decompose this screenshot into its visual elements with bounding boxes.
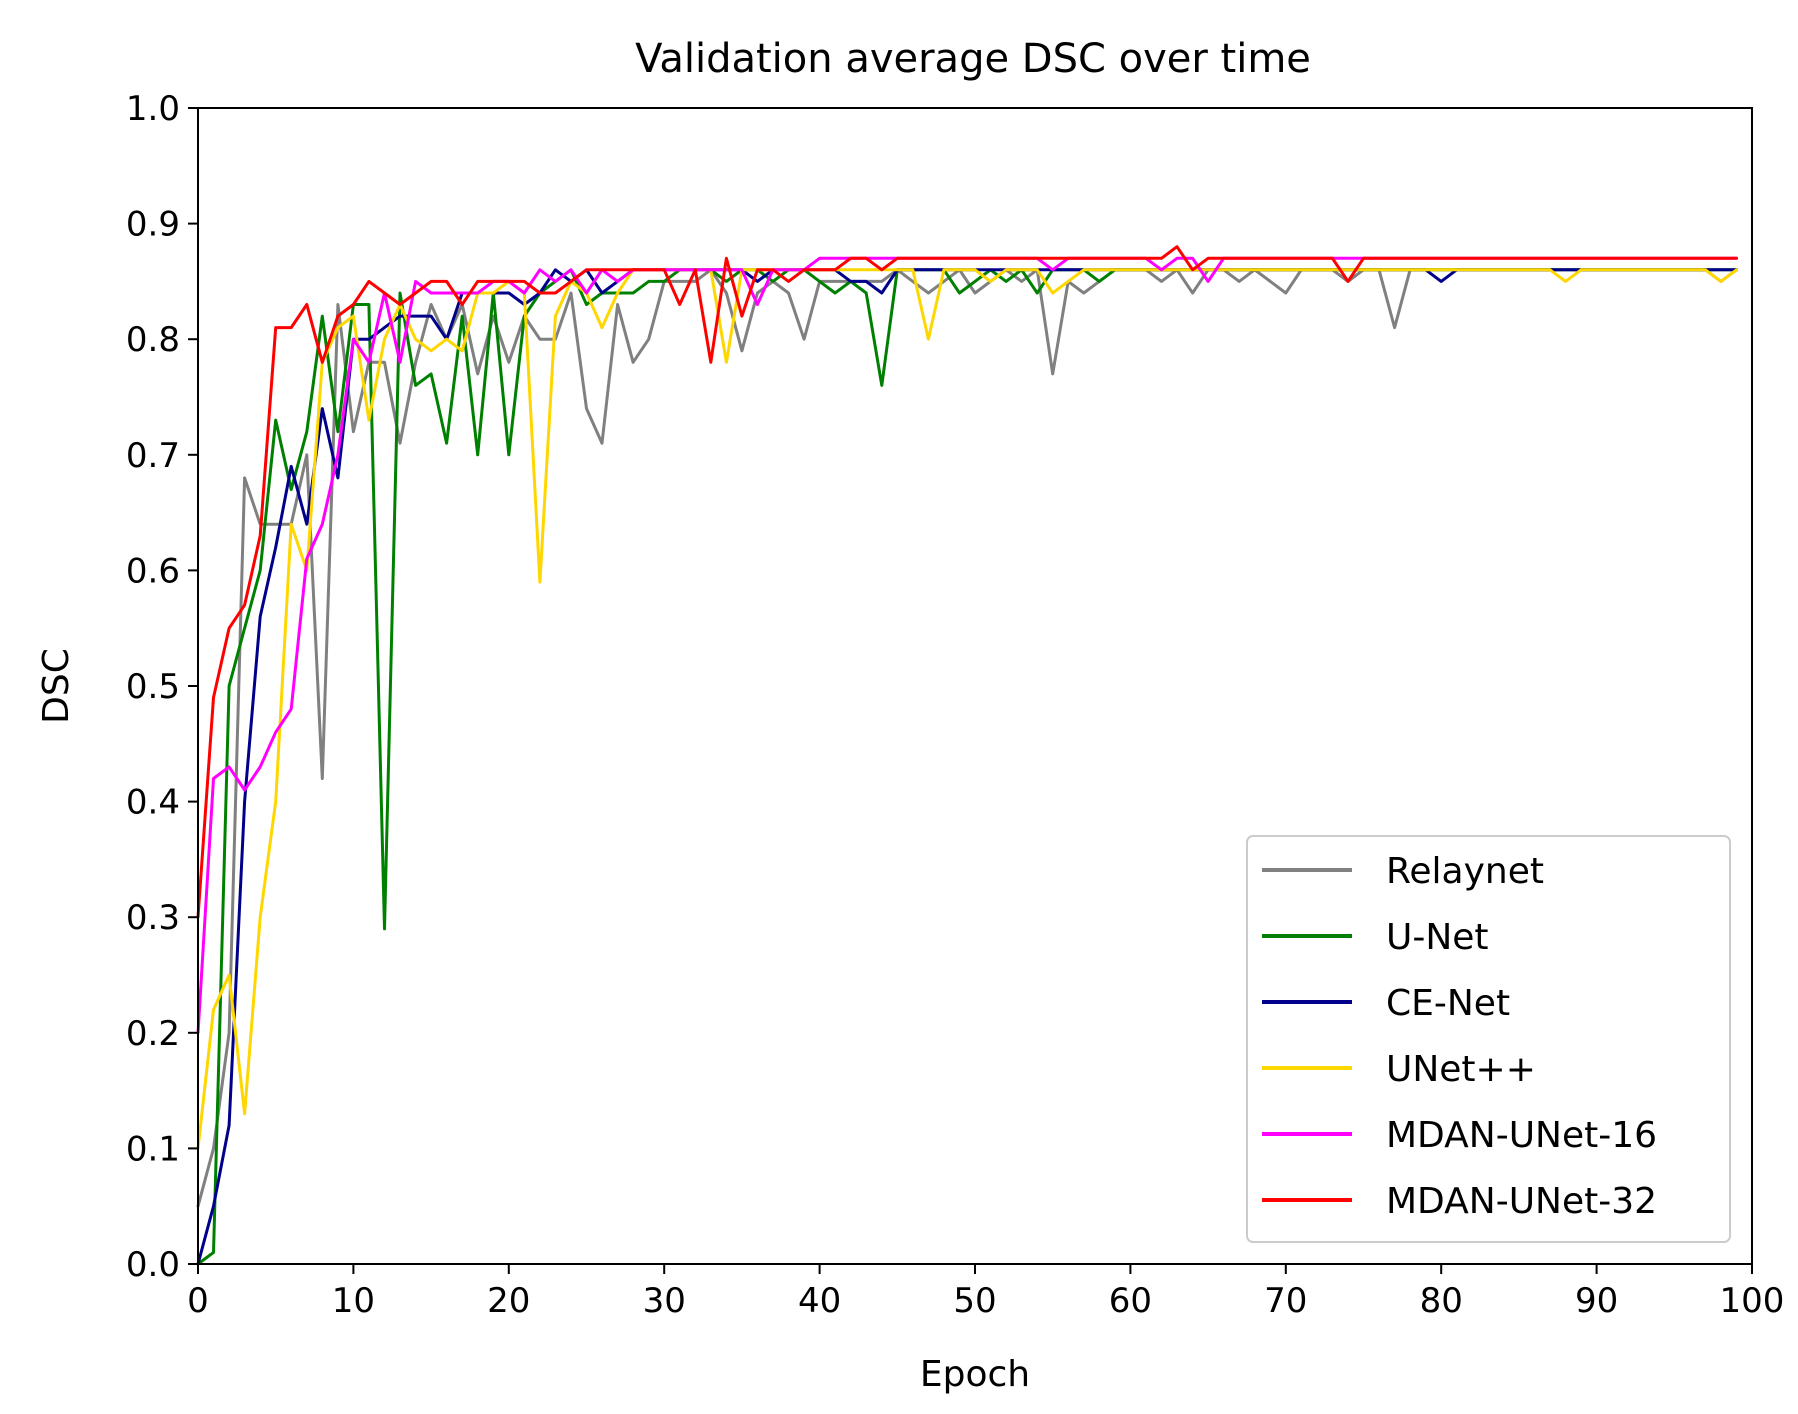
x-tick-label: 10 (332, 1281, 375, 1321)
y-tick-label: 0.5 (126, 667, 180, 707)
x-tick-label: 30 (643, 1281, 686, 1321)
legend-label: UNet++ (1386, 1049, 1536, 1090)
x-tick-label: 20 (487, 1281, 530, 1321)
legend-frame (1246, 835, 1731, 1243)
x-tick-label: 90 (1575, 1281, 1618, 1321)
x-tick-label: 60 (1109, 1281, 1152, 1321)
chart-title: Validation average DSC over time (635, 36, 1311, 82)
series-line-mdan-unet-32 (196, 245, 1738, 919)
series-line-unet (196, 268, 1738, 1150)
y-tick-label: 0.1 (126, 1129, 180, 1169)
y-tick-label: 0.4 (126, 783, 180, 823)
x-axis-label: Epoch (920, 1354, 1030, 1395)
legend-items: Relaynet U-Net CE-Net UNet++ MDAN-UNet-16 MDA… (1262, 851, 1657, 1222)
y-tick-label: 0.0 (126, 1245, 180, 1285)
x-axis: 0 10 20 30 40 50 60 70 80 90 100 (187, 1264, 1784, 1321)
legend-label: CE-Net (1386, 983, 1510, 1024)
x-tick-label: 70 (1264, 1281, 1307, 1321)
legend-label: MDAN-UNet-32 (1386, 1181, 1657, 1222)
legend-label: U-Net (1386, 917, 1489, 958)
x-tick-label: 40 (798, 1281, 841, 1321)
y-tick-label: 0.9 (126, 205, 180, 245)
y-tick-label: 0.6 (126, 551, 180, 591)
plot-area (196, 107, 1753, 1266)
x-tick-label: 0 (187, 1281, 209, 1321)
x-tick-label: 50 (953, 1281, 996, 1321)
y-axis: 0.0 0.1 0.2 0.3 0.4 0.5 0.6 0.7 0.8 0.9 1.0 (126, 89, 198, 1285)
legend-label: MDAN-UNet-16 (1386, 1115, 1657, 1156)
y-tick-label: 1.0 (126, 89, 180, 129)
y-axis-label: DSC (36, 648, 77, 724)
y-tick-label: 0.8 (126, 320, 180, 360)
y-tick-label: 0.2 (126, 1014, 180, 1054)
x-tick-label: 100 (1720, 1281, 1785, 1321)
legend-label: Relaynet (1386, 851, 1544, 892)
legend: Relaynet U-Net CE-Net UNet++ MDAN-UNet-16 MDA… (1246, 835, 1731, 1243)
y-tick-label: 0.7 (126, 436, 180, 476)
y-tick-label: 0.3 (126, 898, 180, 938)
x-tick-label: 80 (1420, 1281, 1463, 1321)
series-group (196, 245, 1738, 1266)
